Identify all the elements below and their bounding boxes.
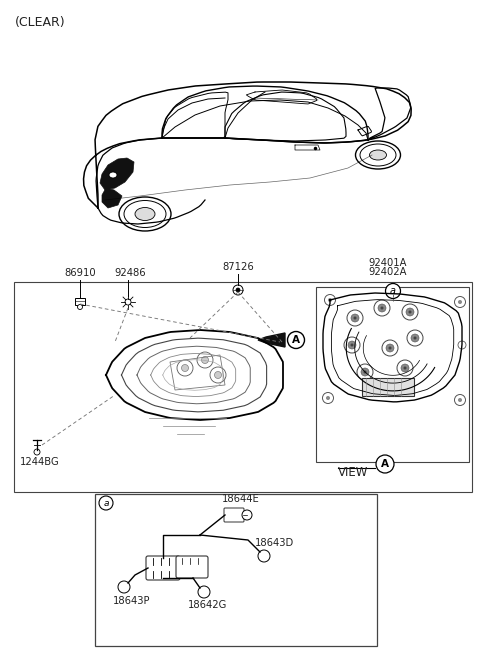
Circle shape <box>288 332 304 348</box>
Circle shape <box>350 344 353 346</box>
Circle shape <box>328 298 332 302</box>
Circle shape <box>99 496 113 510</box>
FancyBboxPatch shape <box>224 508 244 522</box>
Circle shape <box>357 364 373 380</box>
Circle shape <box>407 330 423 346</box>
Circle shape <box>385 284 400 298</box>
Circle shape <box>197 352 213 368</box>
Circle shape <box>381 307 384 309</box>
Text: A: A <box>292 335 300 345</box>
Polygon shape <box>258 333 285 347</box>
Circle shape <box>198 586 210 598</box>
Circle shape <box>388 346 392 350</box>
Circle shape <box>376 455 394 473</box>
Circle shape <box>361 368 369 376</box>
FancyBboxPatch shape <box>176 556 208 578</box>
Circle shape <box>77 304 83 309</box>
Circle shape <box>324 294 336 306</box>
Circle shape <box>455 296 466 307</box>
Circle shape <box>386 344 394 352</box>
Bar <box>362 378 414 396</box>
Circle shape <box>351 314 359 322</box>
Circle shape <box>413 336 417 340</box>
Text: 18643D: 18643D <box>255 538 294 548</box>
Circle shape <box>408 311 411 313</box>
Circle shape <box>363 371 367 373</box>
Circle shape <box>458 398 462 402</box>
Polygon shape <box>102 188 122 208</box>
Circle shape <box>323 392 334 403</box>
Ellipse shape <box>370 150 386 160</box>
Polygon shape <box>100 158 134 190</box>
Circle shape <box>125 299 131 305</box>
Circle shape <box>215 371 221 378</box>
Ellipse shape <box>119 197 171 231</box>
Ellipse shape <box>109 172 117 178</box>
Circle shape <box>34 449 40 455</box>
Bar <box>75 298 85 305</box>
Circle shape <box>347 310 363 326</box>
Circle shape <box>348 341 356 349</box>
Circle shape <box>118 581 130 593</box>
Text: a: a <box>390 286 396 296</box>
Text: VIEW: VIEW <box>338 466 368 479</box>
Text: (CLEAR): (CLEAR) <box>15 16 66 29</box>
Bar <box>316 287 469 462</box>
Ellipse shape <box>360 144 396 166</box>
Circle shape <box>242 510 252 520</box>
Text: 87126: 87126 <box>222 262 254 272</box>
Ellipse shape <box>124 200 166 227</box>
Ellipse shape <box>356 141 400 169</box>
Bar <box>95 494 377 646</box>
Text: 92486: 92486 <box>114 268 146 278</box>
Circle shape <box>177 360 193 376</box>
Circle shape <box>353 317 357 319</box>
Circle shape <box>210 367 226 383</box>
Circle shape <box>326 396 330 400</box>
Circle shape <box>236 288 240 292</box>
Text: 18643P: 18643P <box>113 596 151 606</box>
Circle shape <box>374 300 390 316</box>
Circle shape <box>402 304 418 320</box>
Circle shape <box>401 364 409 372</box>
FancyBboxPatch shape <box>146 556 180 580</box>
Circle shape <box>344 337 360 353</box>
Text: 92401A: 92401A <box>368 258 407 268</box>
Circle shape <box>202 357 208 363</box>
Text: 18644E: 18644E <box>222 494 260 504</box>
Circle shape <box>382 340 398 356</box>
Circle shape <box>378 304 386 312</box>
Circle shape <box>411 334 419 342</box>
Circle shape <box>458 300 462 304</box>
Text: 86910: 86910 <box>64 268 96 278</box>
Text: A: A <box>381 459 389 469</box>
Circle shape <box>397 360 413 376</box>
Circle shape <box>406 308 414 316</box>
Circle shape <box>258 550 270 562</box>
Circle shape <box>455 394 466 405</box>
Circle shape <box>181 365 189 371</box>
Ellipse shape <box>135 208 155 221</box>
Circle shape <box>458 341 466 349</box>
Circle shape <box>404 367 407 369</box>
Text: 1244BG: 1244BG <box>20 457 60 467</box>
Bar <box>14 282 472 492</box>
Text: 92402A: 92402A <box>368 267 407 277</box>
Text: a: a <box>103 499 109 507</box>
Circle shape <box>233 285 243 295</box>
Text: 18642G: 18642G <box>188 600 228 610</box>
